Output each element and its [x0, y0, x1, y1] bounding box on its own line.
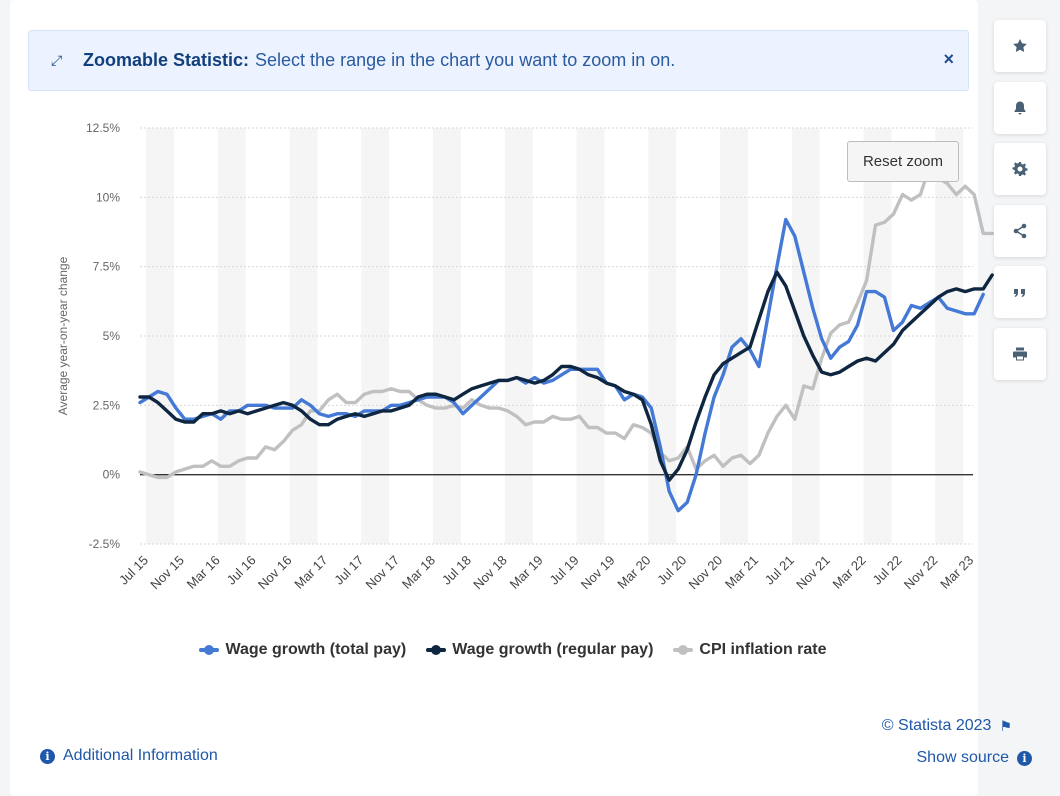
legend-label-total-pay: Wage growth (total pay) [225, 641, 407, 658]
expand-arrows-icon: ⤢ [51, 52, 63, 68]
x-tick-label: Mar 23 [937, 553, 976, 592]
y-tick-label: 2.5% [93, 398, 121, 412]
flag-icon: ⚑ [999, 717, 1012, 734]
favorite-button[interactable] [994, 20, 1046, 72]
y-tick-label: -2.5% [89, 537, 121, 551]
chart-legend: Wage growth (total pay) Wage growth (reg… [0, 641, 1026, 659]
show-source-link[interactable]: Show source i [916, 749, 1032, 767]
x-tick-label: Jul 19 [547, 553, 582, 588]
x-tick-label: Nov 15 [147, 553, 187, 593]
share-icon [1013, 223, 1027, 238]
x-tick-label: Jul 15 [116, 553, 151, 588]
x-tick-label: Jul 22 [869, 553, 904, 588]
y-tick-label: 10% [96, 190, 120, 204]
x-tick-label: Mar 16 [184, 553, 223, 592]
x-tick-label: Jul 20 [654, 553, 689, 588]
toolbar [994, 20, 1046, 389]
x-tick-label: Jul 17 [331, 553, 366, 588]
close-icon[interactable]: × [943, 49, 954, 69]
legend-label-cpi: CPI inflation rate [699, 641, 827, 658]
quote-icon [1014, 289, 1025, 297]
x-tick-label: Mar 19 [507, 553, 546, 592]
x-tick-label: Nov 21 [793, 553, 833, 593]
star-icon [1013, 39, 1027, 52]
series-line-cpi [138, 165, 994, 480]
additional-information-link[interactable]: i Additional Information [40, 747, 218, 765]
legend-item-cpi[interactable]: CPI inflation rate [673, 641, 827, 659]
legend-swatch-total-pay [199, 645, 220, 655]
x-tick-label: Nov 18 [470, 553, 510, 593]
banner-title: Zoomable Statistic: [83, 50, 250, 70]
notification-button[interactable] [994, 81, 1046, 134]
print-button[interactable] [994, 327, 1046, 380]
share-button[interactable] [994, 204, 1046, 257]
series-line-total-pay [138, 217, 985, 513]
x-tick-label: Nov 20 [685, 553, 725, 593]
banner-message: Select the range in the chart you want t… [255, 50, 676, 70]
x-tick-label: Nov 22 [901, 553, 941, 593]
x-tick-label: Jul 21 [762, 553, 797, 588]
x-tick-label: Mar 20 [614, 553, 653, 592]
x-tick-label: Nov 16 [255, 553, 295, 593]
line-chart[interactable]: -2.5% 0% 2.5% 5% 7.5% 10% 12.5% Average year-on… [0, 0, 1060, 640]
x-tick-label: Mar 18 [399, 553, 438, 592]
credit-text: © Statista 2023 [881, 717, 992, 734]
legend-item-regular-pay[interactable]: Wage growth (regular pay) [426, 641, 653, 659]
x-tick-label: Mar 22 [829, 553, 868, 592]
x-tick-label: Mar 17 [291, 553, 330, 592]
info-icon: i [1017, 750, 1032, 766]
y-tick-label: 5% [103, 329, 121, 343]
x-tick-label: Jul 18 [439, 553, 474, 588]
additional-info-text: Additional Information [63, 747, 218, 764]
bell-icon [1014, 101, 1026, 114]
x-tick-label: Nov 17 [363, 553, 403, 593]
zoom-banner: ⤢ Zoomable Statistic: Select the range i… [28, 30, 969, 91]
legend-swatch-regular-pay [426, 645, 447, 655]
legend-swatch-cpi [673, 645, 694, 655]
y-axis-title: Average year-on-year change [56, 256, 70, 415]
gear-icon [1012, 162, 1028, 176]
print-icon [1013, 347, 1027, 360]
y-tick-label: 12.5% [86, 121, 120, 135]
y-tick-label: 7.5% [93, 260, 121, 274]
x-tick-label: Mar 21 [722, 553, 761, 592]
legend-label-regular-pay: Wage growth (regular pay) [452, 641, 654, 658]
legend-item-total-pay[interactable]: Wage growth (total pay) [199, 641, 406, 659]
x-tick-label: Nov 19 [578, 553, 618, 593]
reset-zoom-button[interactable]: Reset zoom [847, 141, 959, 182]
x-tick-label: Jul 16 [224, 553, 259, 588]
cite-button[interactable] [994, 266, 1046, 318]
series-line-regular-pay [138, 270, 994, 482]
y-tick-label: 0% [103, 468, 121, 482]
settings-button[interactable] [994, 143, 1046, 195]
info-icon: i [40, 748, 55, 764]
source-text: Show source [916, 749, 1010, 766]
statista-credit[interactable]: © Statista 2023 ⚑ [882, 717, 1012, 735]
